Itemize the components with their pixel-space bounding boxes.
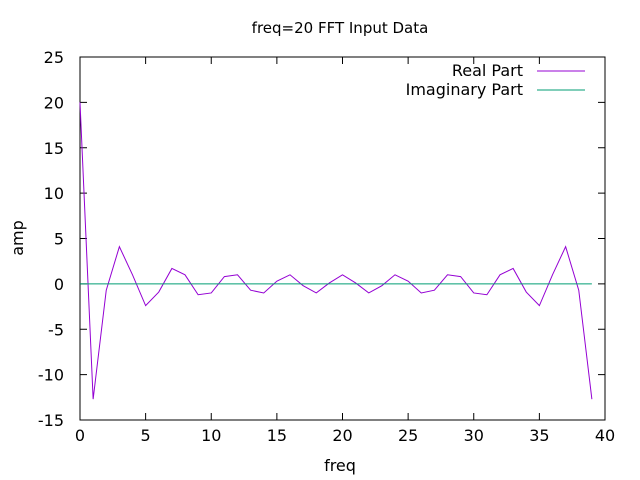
chart-title: freq=20 FFT Input Data xyxy=(252,19,429,37)
y-tick-label: 25 xyxy=(44,48,64,67)
y-tick-label: -15 xyxy=(38,411,64,430)
y-axis-label: amp xyxy=(8,220,27,256)
x-tick-label: 20 xyxy=(332,426,352,445)
x-tick-label: 25 xyxy=(398,426,418,445)
axis-ticks: 0 5 10 15 20 25 30 35 40 -15 -10 -5 0 5 10 15 20 25 xyxy=(38,48,615,445)
x-tick-label: 35 xyxy=(529,426,549,445)
y-tick-label: -10 xyxy=(38,366,64,385)
legend-label-real-part: Real Part xyxy=(452,61,523,80)
x-tick-label: 15 xyxy=(267,426,287,445)
y-tick-label: 15 xyxy=(44,139,64,158)
series-line-real-part xyxy=(79,102,593,400)
x-tick-label: 5 xyxy=(141,426,151,445)
x-tick-label: 0 xyxy=(75,426,85,445)
series-layer xyxy=(79,102,593,400)
y-tick-label: -5 xyxy=(48,320,64,339)
y-tick-label: 5 xyxy=(54,230,64,249)
plot-area-frame xyxy=(79,56,606,421)
y-tick-label: 0 xyxy=(54,275,64,294)
x-tick-label: 30 xyxy=(464,426,484,445)
x-tick-label: 40 xyxy=(595,426,615,445)
x-tick-label: 10 xyxy=(201,426,221,445)
y-tick-label: 10 xyxy=(44,184,64,203)
x-axis-label: freq xyxy=(324,456,356,475)
legend-label-imaginary-part: Imaginary Part xyxy=(406,80,523,99)
y-tick-label: 20 xyxy=(44,93,64,112)
